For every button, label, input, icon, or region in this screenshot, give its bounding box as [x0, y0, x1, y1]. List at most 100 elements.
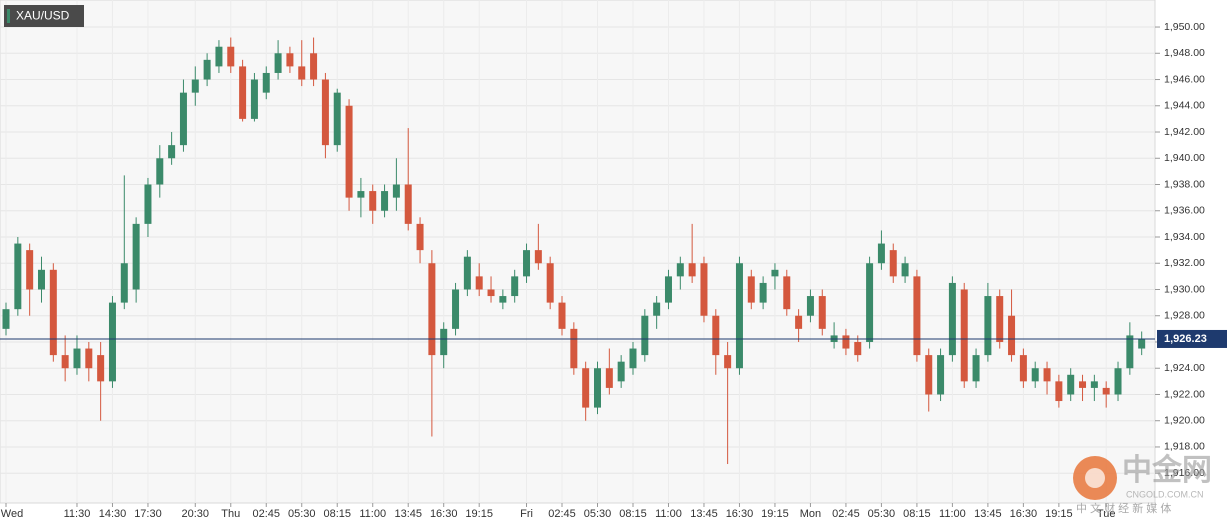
- candle-body: [1031, 368, 1039, 382]
- x-tick-label: 11:30: [64, 508, 91, 520]
- y-tick-label: 1,928.00: [1164, 310, 1205, 322]
- candle-body: [913, 276, 921, 356]
- candle-body: [889, 250, 897, 277]
- candle-body: [1114, 368, 1122, 395]
- candle-body: [1067, 374, 1075, 395]
- candle-body: [392, 184, 400, 198]
- candle-body: [215, 46, 223, 67]
- candle-body: [854, 341, 862, 356]
- watermark-brand: 中金网: [1122, 453, 1212, 487]
- candle-body: [1079, 381, 1087, 388]
- candle-body: [523, 250, 531, 277]
- candle-body: [735, 263, 743, 369]
- candle-body: [546, 263, 554, 303]
- candle-body: [274, 53, 282, 73]
- candle-body: [132, 223, 140, 290]
- candle-body: [345, 105, 353, 198]
- candle-body: [712, 315, 720, 356]
- x-tick-label: 13:45: [974, 508, 1002, 520]
- x-tick-label: Thu: [221, 508, 240, 520]
- candle-body: [61, 355, 69, 369]
- x-tick-label: 08:15: [619, 508, 647, 520]
- candle-body: [534, 250, 542, 264]
- candle-body: [653, 302, 661, 316]
- x-tick-label: 20:30: [182, 508, 210, 520]
- y-tick-label: 1,916.00: [1164, 467, 1205, 479]
- y-tick-label: 1,948.00: [1164, 47, 1205, 59]
- candle-body: [191, 79, 199, 93]
- candle-body: [49, 269, 57, 356]
- axes: 1,916.00 1,918.00 1,920.00 1,922.00 1,924.00…: [0, 21, 1227, 520]
- candle-body: [570, 328, 578, 369]
- candle-body: [759, 282, 767, 303]
- x-tick-label: 08:15: [903, 508, 931, 520]
- candle-body: [617, 361, 625, 382]
- x-tick-label: 08:15: [323, 508, 351, 520]
- candle-body: [298, 66, 306, 80]
- title-marker: [7, 9, 10, 23]
- candle-body: [321, 79, 329, 146]
- candle-body: [26, 250, 34, 290]
- x-tick-label: 02:45: [252, 508, 280, 520]
- x-tick-label: 19:15: [761, 508, 789, 520]
- candle-body: [416, 223, 424, 251]
- candle-body: [262, 72, 270, 93]
- y-tick-label: 1,930.00: [1164, 283, 1205, 295]
- candle-body: [452, 289, 460, 329]
- candle-body: [333, 92, 341, 146]
- y-tick-label: 1,946.00: [1164, 73, 1205, 85]
- candle-body: [168, 145, 176, 159]
- candle-body: [120, 263, 128, 303]
- candle-body: [996, 296, 1004, 342]
- x-tick-label: Fri: [520, 508, 533, 520]
- candle-body: [877, 243, 885, 264]
- candle-body: [901, 263, 909, 277]
- candle-body: [73, 348, 81, 369]
- candle-body: [475, 276, 483, 290]
- candle-body: [463, 256, 471, 290]
- candle-body: [747, 276, 755, 303]
- candle-body: [428, 263, 436, 356]
- candle-body: [250, 79, 258, 119]
- last-price-box: [1157, 329, 1227, 348]
- candle-body: [369, 191, 377, 211]
- candle-body: [2, 309, 10, 329]
- candle-body: [203, 59, 211, 80]
- candle-body: [972, 355, 980, 382]
- candle-body: [404, 184, 412, 224]
- candle-body: [700, 263, 708, 316]
- candle-body: [227, 46, 235, 67]
- watermark-slogan: 中 文 财 经 新 媒 体: [1076, 501, 1171, 515]
- candle-body: [286, 53, 294, 67]
- candle-body: [629, 348, 637, 369]
- candle-body: [664, 276, 672, 303]
- candle-body: [511, 276, 519, 297]
- candle-body: [605, 368, 613, 388]
- candle-body: [14, 243, 22, 310]
- candle-body: [771, 269, 779, 277]
- x-tick-label: 05:30: [584, 508, 612, 520]
- x-tick-label: 02:45: [832, 508, 860, 520]
- grid: [0, 0, 1155, 503]
- candle-body: [1043, 368, 1051, 382]
- chart-title: XAU/USD: [16, 9, 70, 23]
- last-price-label: 1,926.23: [1164, 333, 1207, 345]
- title-box: [4, 5, 84, 27]
- candle-body: [925, 355, 933, 395]
- candle-body: [156, 158, 164, 185]
- x-tick-label: Tue: [1097, 508, 1116, 520]
- candle-body: [582, 368, 590, 408]
- y-tick-label: 1,932.00: [1164, 257, 1205, 269]
- x-tick-label: 19:15: [1045, 508, 1073, 520]
- candle-body: [842, 335, 850, 349]
- y-tick-label: 1,918.00: [1164, 441, 1205, 453]
- x-tick-label: Mon: [800, 508, 821, 520]
- candle-body: [641, 315, 649, 356]
- candle-body: [1090, 381, 1098, 388]
- plot-area: [0, 0, 1156, 504]
- watermark-logo-inner: [1085, 468, 1105, 488]
- y-tick-label: 1,936.00: [1164, 205, 1205, 217]
- candle-body: [108, 302, 116, 382]
- candle-body: [1138, 338, 1146, 349]
- candle-body: [594, 368, 601, 408]
